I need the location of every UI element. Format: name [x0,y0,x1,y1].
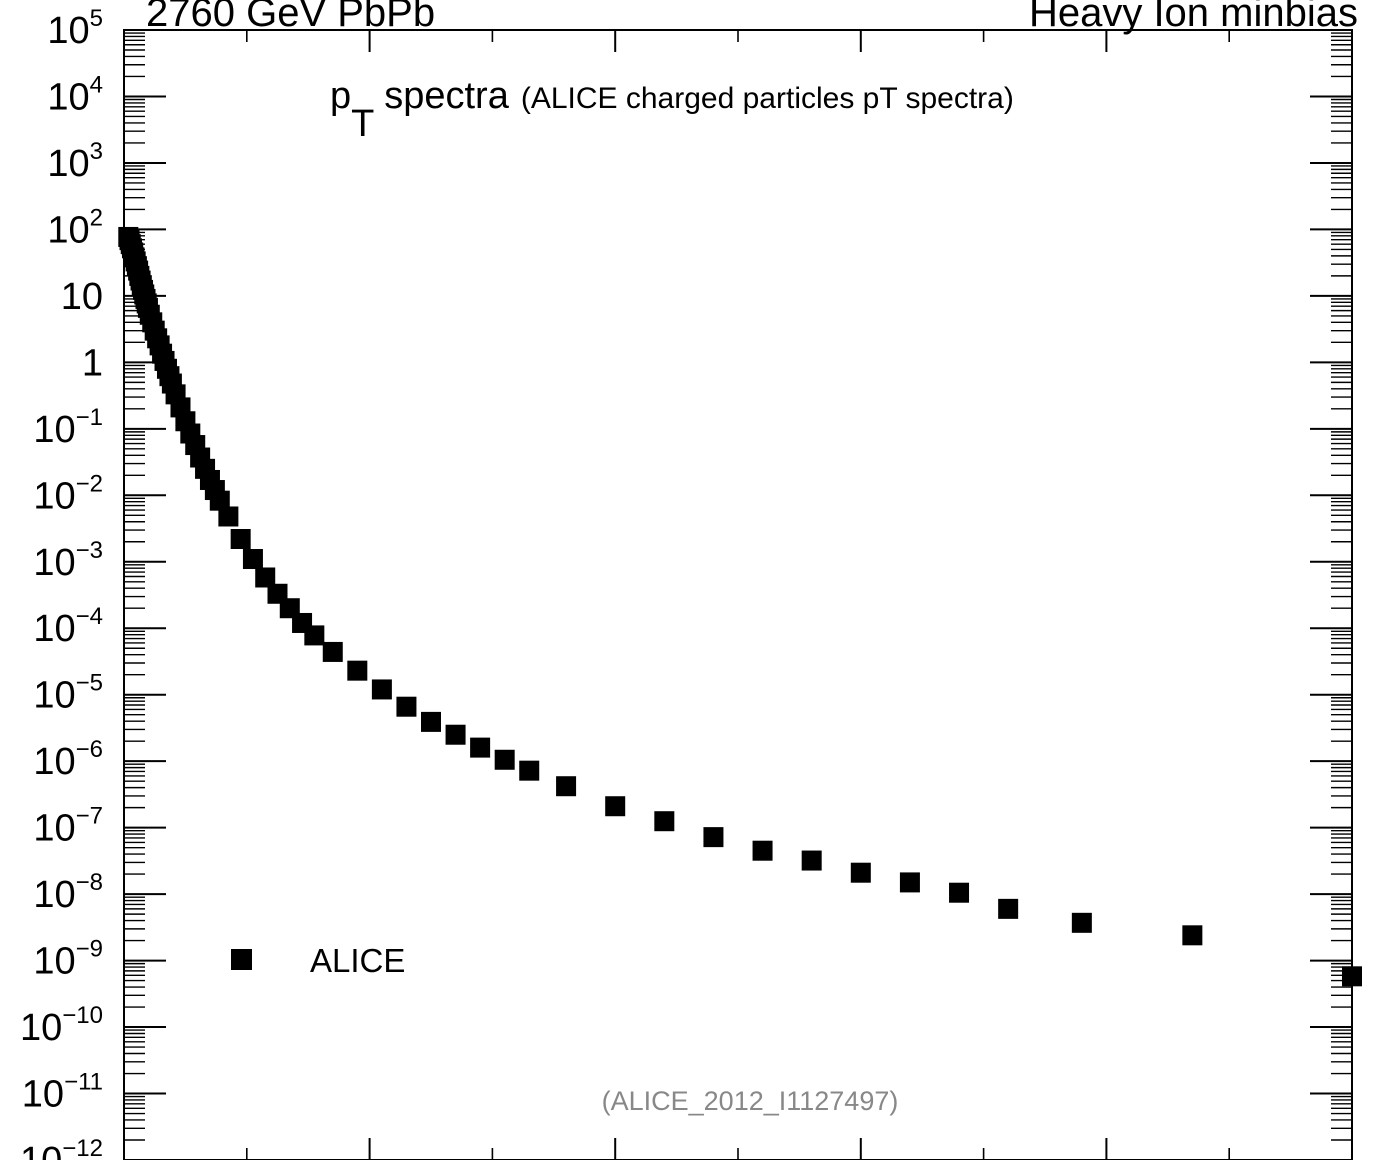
y-tick-label-exponent: −3 [76,537,103,564]
data-point [752,840,773,861]
data-series-alice [118,226,1362,987]
y-tick-label: 10−7 [33,803,103,850]
y-tick-label-base: 10 [33,941,75,983]
x-axis [123,30,1353,1160]
y-axis: 10510410310210110−110−210−310−410−510−61… [20,5,1352,1160]
plot-title-subscript: T [351,103,374,145]
y-tick-label: 10−10 [20,1002,103,1049]
data-point [470,737,491,758]
data-point [230,529,251,550]
y-tick-label: 10 [61,276,103,318]
y-tick-label-exponent: −6 [76,736,103,763]
y-tick-label-base: 10 [20,1007,62,1049]
data-point [494,749,515,770]
y-tick-label: 104 [47,71,103,118]
data-point [1071,912,1092,933]
y-tick-label: 105 [47,5,103,52]
data-point [1342,966,1362,987]
data-point [396,696,417,717]
y-tick-label-base: 10 [33,741,75,783]
y-tick-label-exponent: 4 [90,71,103,98]
y-tick-label-exponent: 2 [90,204,103,231]
y-tick-label: 103 [47,138,103,185]
y-tick-label-base: 10 [33,608,75,650]
plot-title: pT spectra (ALICE charged particles pT sp… [330,75,1014,145]
data-point [556,776,577,797]
data-point [218,506,239,527]
y-tick-label: 10−11 [22,1069,103,1116]
y-tick-label: 102 [47,204,103,251]
data-point [703,827,724,848]
legend-marker-alice [231,949,252,970]
y-tick-label-exponent: −7 [76,803,103,830]
data-point [445,724,466,745]
y-tick-label-exponent: −10 [62,1002,103,1029]
source-analysis-tag: (ALICE_2012_I1127497) [602,1086,899,1116]
y-tick-label: 1 [82,342,103,384]
y-tick-label-exponent: −1 [76,404,103,431]
plot-title-rest: spectra [374,75,510,117]
y-tick-label-base: 10 [47,76,89,118]
y-tick-label: 10−5 [33,670,103,717]
data-point [801,850,822,871]
data-point [347,660,368,681]
y-tick-label-exponent: −8 [76,869,103,896]
y-tick-label-base: 10 [33,808,75,850]
y-tick-label-base: 10 [33,675,75,717]
data-point [654,811,675,832]
y-tick-label-exponent: 5 [90,5,103,32]
y-tick-label-base: 10 [33,409,75,451]
data-point [605,796,626,817]
y-tick-label: 10−6 [33,736,103,783]
data-point [899,872,920,893]
plot-title-p: p [330,75,351,117]
y-tick-label: 10−3 [33,537,103,584]
y-tick-label: 10−9 [33,936,103,983]
data-point [519,760,540,781]
data-point [371,679,392,700]
data-point [1182,925,1203,946]
data-point [255,567,276,588]
data-point [209,490,230,511]
y-tick-label-exponent: −4 [76,603,103,630]
y-tick-label-exponent: 3 [90,138,103,165]
data-point [242,549,263,570]
y-tick-label: 10−4 [33,603,103,650]
data-point [949,882,970,903]
y-tick-label: 10−12 [20,1135,103,1160]
data-point [304,625,325,646]
y-tick-label-exponent: −9 [76,936,103,963]
data-point [850,862,871,883]
y-tick-label-base: 10 [20,1140,62,1160]
y-tick-label-base: 10 [33,542,75,584]
y-tick-label: 10−8 [33,869,103,916]
y-tick-label-base: 10 [47,10,89,52]
y-tick-label-exponent: −12 [62,1135,103,1160]
y-tick-label-base: 10 [47,143,89,185]
y-tick-label-exponent: −5 [76,670,103,697]
y-tick-label-base: 10 [33,874,75,916]
plot-subtitle: (ALICE charged particles pT spectra) [521,82,1014,115]
legend-label-alice: ALICE [310,942,405,979]
y-tick-label: 10−1 [33,404,103,451]
y-tick-label-exponent: −2 [76,470,103,497]
data-point [322,641,343,662]
y-tick-label: 10−2 [33,470,103,517]
data-point [998,898,1019,919]
y-tick-label-base: 1 [82,342,103,384]
y-tick-label-base: 10 [22,1074,64,1116]
y-tick-label-base: 10 [33,475,75,517]
y-tick-label-exponent: −11 [64,1069,103,1096]
plot-frame [123,29,1353,1160]
y-tick-label-base: 10 [61,276,103,318]
data-point [421,711,441,732]
y-tick-label-base: 10 [47,209,89,251]
